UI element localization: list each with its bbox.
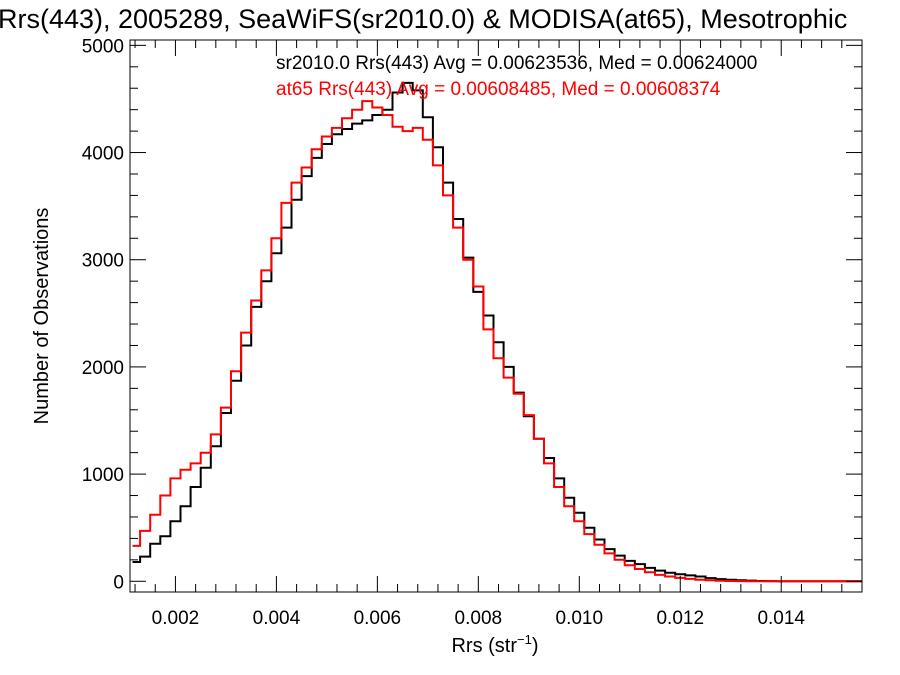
legend-annotation-sr2010: sr2010.0 Rrs(443) Avg = 0.00623536, Med … (276, 53, 757, 74)
x-axis-label-main: Rrs (str (451, 635, 517, 657)
x-axis-label-superscript: −1 (517, 632, 532, 647)
legend-annotation-at65: at65 Rrs(443) Avg = 0.00608485, Med = 0.… (276, 79, 721, 100)
series-layer (132, 81, 862, 583)
y-tick-label: 5000 (82, 36, 124, 57)
x-axis-label: Rrs (str−1) (451, 632, 538, 657)
labels-layer: 0.002 0.004 0.006 0.008 0.010 0.012 0.014 0 1000… (82, 36, 806, 629)
x-tick-label: 0.012 (656, 608, 704, 629)
x-tick-label: 0.006 (354, 608, 402, 629)
x-axis-label-end: ) (532, 635, 539, 657)
x-tick-label: 0.008 (455, 608, 503, 629)
y-tick-label: 1000 (82, 465, 124, 486)
ticks-layer (130, 40, 863, 592)
x-tick-label: 0.014 (757, 608, 805, 629)
x-tick-label: 0.004 (253, 608, 301, 629)
y-tick-label: 3000 (82, 251, 124, 272)
x-tick-label: 0.010 (556, 608, 604, 629)
y-axis-label: Number of Observations (31, 208, 53, 425)
y-tick-label: 0 (113, 572, 124, 593)
plot-frame (129, 39, 863, 593)
y-tick-label: 2000 (82, 358, 124, 379)
x-tick-label: 0.002 (152, 608, 200, 629)
chart-title: Rrs(443), 2005289, SeaWiFS(sr2010.0) & M… (0, 4, 847, 34)
y-tick-label: 4000 (82, 144, 124, 165)
series-line-1 (132, 100, 862, 583)
